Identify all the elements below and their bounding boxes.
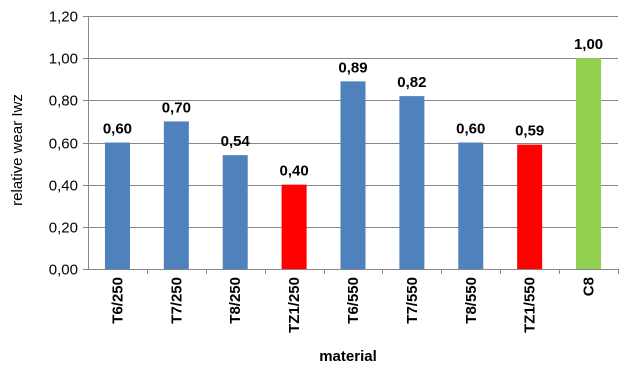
y-tick-label: 0,60 [49,136,78,153]
y-tick-label: 0,20 [49,220,78,237]
x-tick-label: T8/250 [227,277,244,324]
x-tick-label: TZ1/550 [522,277,539,333]
bar [163,121,189,270]
y-tick-labels: 0,00 0,20 0,40 0,60 0,80 1,00 1,20 [49,9,78,279]
x-tick-labels: T6/250 T7/250 T8/250 TZ1/250 T6/550 T7/550 T8/… [109,277,597,333]
data-labels: 0,60 0,70 0,54 0,40 0,89 0,82 0,60 0,59 1,00 [103,36,603,180]
data-label: 0,40 [280,163,309,180]
bar [458,142,484,269]
x-tick-label: TZ1/250 [286,277,303,333]
x-tick-label: C8 [581,277,598,296]
bar [399,96,425,269]
axes [83,16,619,274]
data-label: 0,60 [103,121,132,138]
y-axis-title: relative wear Iwz [9,94,26,206]
bar [281,184,307,269]
x-tick-label: T8/550 [463,277,480,324]
x-tick-label: T6/250 [109,277,126,324]
data-label: 0,59 [515,123,544,140]
bar [576,58,602,269]
x-tick-label: T7/250 [168,277,185,324]
x-axis-title: material [319,348,377,365]
y-tick-label: 0,80 [49,93,78,110]
data-label: 0,82 [397,74,426,91]
data-label: 1,00 [574,36,603,53]
bars [104,58,602,270]
data-label: 0,60 [456,121,485,138]
x-tick-label: T6/550 [345,277,362,324]
data-label: 0,70 [162,99,191,116]
x-tick-label: T7/550 [404,277,421,324]
data-label: 0,54 [221,133,251,150]
bar [517,144,543,269]
y-tick-label: 1,00 [49,51,78,68]
y-tick-label: 0,00 [49,262,78,279]
bar [340,81,366,269]
bar [222,155,248,269]
y-tick-label: 1,20 [49,9,78,26]
bar [104,142,130,269]
y-tick-label: 0,40 [49,178,78,195]
data-label: 0,89 [338,59,367,76]
